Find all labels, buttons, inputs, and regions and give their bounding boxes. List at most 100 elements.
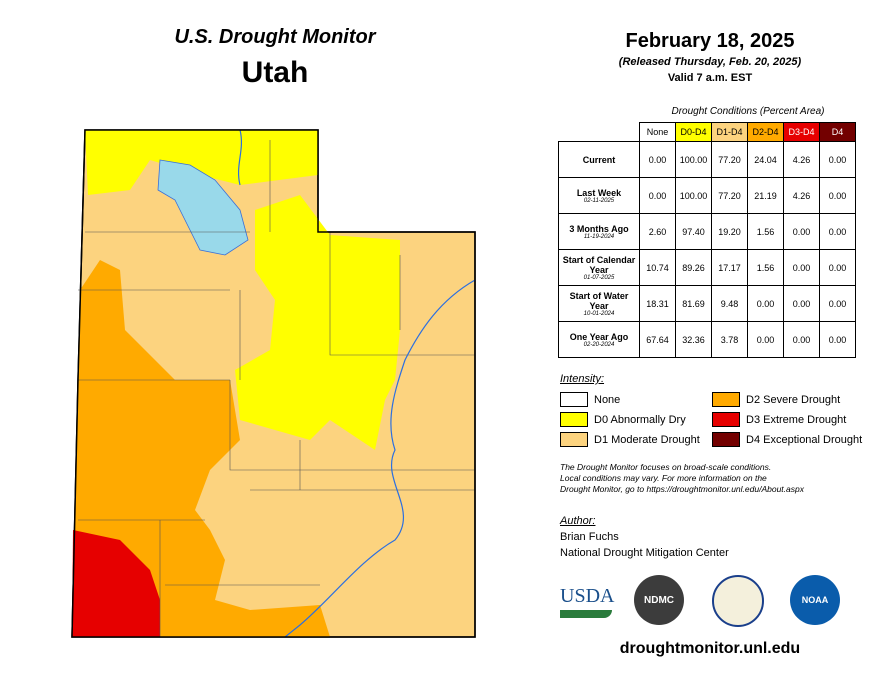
date: February 18, 2025 <box>625 30 795 52</box>
legend-title: Intensity: <box>560 373 605 385</box>
stats-table: None D0-D4 D1-D4 D2-D4 D3-D4 D4 Current 0.00 100… <box>558 122 856 358</box>
cell: 0.00 <box>819 249 856 286</box>
cell: 0.00 <box>639 177 676 214</box>
usda-logo: USDA <box>560 585 615 607</box>
cell: 100.00 <box>675 177 712 214</box>
cell: 81.69 <box>675 285 712 322</box>
column-header: D2-D4 <box>747 122 784 142</box>
cell: 0.00 <box>783 249 820 286</box>
lake <box>157 159 249 256</box>
url: droughtmonitor.unl.edu <box>619 640 801 657</box>
cell: 24.04 <box>747 141 784 178</box>
cell: 77.20 <box>711 141 748 178</box>
cell: 21.19 <box>747 177 784 214</box>
note: The Drought Monitor focuses on broad-sca… <box>560 462 804 495</box>
legend-item: D0 Abnormally Dry <box>560 412 686 427</box>
cell: 0.00 <box>783 321 820 358</box>
row-label: One Year Ago 02-20-2024 <box>558 321 640 358</box>
row-label: 3 Months Ago 11-19-2024 <box>558 213 640 250</box>
note-line: Local conditions may vary. For more info… <box>560 473 767 483</box>
legend-item: D3 Extreme Drought <box>712 412 846 427</box>
row-name: Current <box>582 154 616 165</box>
d3-area <box>72 530 160 637</box>
cell: 0.00 <box>819 177 856 214</box>
usda-swoosh <box>560 610 612 618</box>
cell: 100.00 <box>675 141 712 178</box>
row: Current 0.00 100.00 77.20 24.04 4.26 0.00 <box>558 141 856 178</box>
state: Utah <box>241 56 309 89</box>
row-name: 3 Months Ago <box>569 223 629 234</box>
row-date: 01-07-2025 <box>583 274 615 281</box>
author-org: National Drought Mitigation Center <box>560 547 729 559</box>
row-date: 02-20-2024 <box>583 341 615 348</box>
cell: 97.40 <box>675 213 712 250</box>
cell: 9.48 <box>711 285 748 322</box>
legend-label: D3 Extreme Drought <box>746 413 847 426</box>
row-label: Last Week 02-11-2025 <box>558 177 640 214</box>
cell: 0.00 <box>747 321 784 358</box>
d0-area <box>85 130 318 195</box>
row-label: Current <box>558 141 640 178</box>
column-header: D0-D4 <box>675 122 712 142</box>
row-name: Start of Water Year <box>569 290 629 311</box>
cell: 77.20 <box>711 177 748 214</box>
row-date: 10-01-2024 <box>583 310 615 317</box>
legend-label: D0 Abnormally Dry <box>594 413 686 426</box>
table-caption: Drought Conditions (Percent Area) <box>671 106 825 117</box>
cell: 0.00 <box>783 285 820 322</box>
row: Start of Water Year 10-01-2024 18.31 81.69 9… <box>558 285 856 322</box>
column-header: D3-D4 <box>783 122 820 142</box>
cell: 0.00 <box>819 213 856 250</box>
column-header: D1-D4 <box>711 122 748 142</box>
legend-item: D2 Severe Drought <box>712 392 840 407</box>
legend-label: D2 Severe Drought <box>746 393 841 406</box>
county-lines <box>78 140 475 637</box>
legend-swatch <box>560 432 588 447</box>
cell: 3.78 <box>711 321 748 358</box>
column-header: None <box>639 122 676 142</box>
legend-item: None <box>560 392 620 407</box>
row-name: Start of Calendar Year <box>562 254 636 275</box>
cell: 0.00 <box>819 321 856 358</box>
released: (Released Thursday, Feb. 20, 2025) <box>618 56 802 68</box>
row-date: 11-19-2024 <box>583 233 615 240</box>
map <box>71 129 476 638</box>
cell: 2.60 <box>639 213 676 250</box>
cell: 19.20 <box>711 213 748 250</box>
cell: 4.26 <box>783 141 820 178</box>
row-label: Start of Calendar Year 01-07-2025 <box>558 249 640 286</box>
cell: 18.31 <box>639 285 676 322</box>
legend-label: None <box>594 393 621 406</box>
row-name: One Year Ago <box>569 331 629 342</box>
legend-item: D1 Moderate Drought <box>560 432 700 447</box>
ndmc-logo: NDMC <box>634 575 684 625</box>
rivers <box>237 129 476 638</box>
legend-swatch <box>712 432 740 447</box>
cell: 89.26 <box>675 249 712 286</box>
noaa-logo: NOAA <box>790 575 840 625</box>
author-name: Brian Fuchs <box>560 531 619 543</box>
column-header: D4 <box>819 122 856 142</box>
cell: 1.56 <box>747 249 784 286</box>
legend-label: D1 Moderate Drought <box>594 433 700 446</box>
state-outline <box>71 129 476 638</box>
author-title: Author: <box>560 515 596 527</box>
cell: 67.64 <box>639 321 676 358</box>
row: Last Week 02-11-2025 0.00 100.00 77.20 21.19 4… <box>558 177 856 214</box>
d0-area <box>235 195 400 450</box>
row: 3 Months Ago 11-19-2024 2.60 97.40 19.20 1.56… <box>558 213 856 250</box>
cell: 4.26 <box>783 177 820 214</box>
cell: 0.00 <box>639 141 676 178</box>
cell: 0.00 <box>747 285 784 322</box>
note-line: The Drought Monitor focuses on broad-sca… <box>560 462 772 472</box>
row-date: 02-11-2025 <box>583 197 615 204</box>
doc-logo <box>712 575 764 627</box>
cell: 10.74 <box>639 249 676 286</box>
cell: 32.36 <box>675 321 712 358</box>
valid: Valid 7 a.m. EST <box>667 72 753 84</box>
legend-label: D4 Exceptional Drought <box>746 433 863 446</box>
row: One Year Ago 02-20-2024 67.64 32.36 3.78 0.00… <box>558 321 856 358</box>
cell: 0.00 <box>783 213 820 250</box>
legend-swatch <box>712 392 740 407</box>
